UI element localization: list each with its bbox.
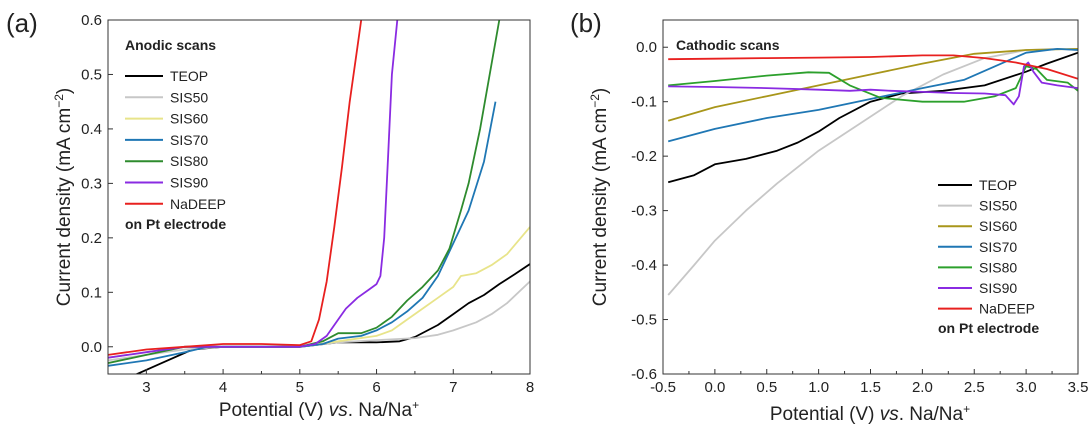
y-tick-label: -0.1 (631, 94, 657, 111)
y-tick-label: -0.5 (631, 312, 657, 329)
y-tick-label: 0.5 (81, 66, 102, 83)
series-line-teop (667, 51, 1078, 184)
legend-label-nadeep: NaDEEP (979, 301, 1035, 317)
panel-b-axes: -0.5 0.0 0.5 1.0 1.5 2.0 2.5 3.0 3.5 0.0 -0.1 -0.2 -… (631, 39, 1088, 396)
x-tick-label: 1.0 (808, 379, 829, 396)
panel-a-chart: (a) 3 4 5 6 7 8 0.0 0.1 0.2 0.3 0.4 0.5 0.6 Anodic s… (6, 8, 534, 421)
legend-note: on Pt electrode (938, 320, 1039, 336)
y-tick-label: -0.2 (631, 148, 657, 165)
legend-label-teop: TEOP (170, 68, 208, 84)
series-line-sis80 (108, 20, 501, 364)
y-tick-label: 0.0 (81, 339, 102, 356)
y-tick-label: 0.1 (81, 284, 102, 301)
legend-label-sis50: SIS50 (170, 89, 208, 105)
legend-label-sis60: SIS60 (170, 111, 208, 127)
series-line-sis60 (667, 48, 1078, 122)
series-line-sis70 (667, 48, 1078, 143)
legend-label-sis80: SIS80 (170, 153, 208, 169)
panel-b-chart: (b) -0.5 0.0 0.5 1.0 1.5 2.0 2.5 3.0 3.50.0-0.1-… (570, 8, 1088, 425)
legend-label-sis70: SIS70 (170, 132, 208, 148)
legend-label-sis60: SIS60 (979, 218, 1017, 234)
legend-label-sis50: SIS50 (979, 198, 1017, 214)
x-tick-label: -0.5 (650, 379, 676, 396)
series-line-sis90 (668, 61, 1078, 106)
panel-a-label: (a) (6, 8, 38, 38)
x-tick-label: 0.0 (704, 379, 725, 396)
legend-note: on Pt electrode (125, 216, 226, 232)
legend-label-sis70: SIS70 (979, 239, 1017, 255)
series-line-teop (134, 263, 530, 374)
panel-a-plot-area (108, 20, 530, 374)
panel-a-legend: TEOP SIS50 SIS60 SIS70 SIS80 SIS90 NaDEEP on Pt… (125, 68, 226, 232)
y-tick-label: 0.0 (636, 39, 657, 56)
panel-b-label: (b) (570, 8, 602, 38)
panel-b-annotation: Cathodic scans (676, 37, 780, 53)
x-tick-label: 0.5 (756, 379, 777, 396)
x-tick-label: 3.0 (1016, 379, 1037, 396)
series-line-sis90 (108, 20, 399, 359)
panel-b-y-axis-title: Current density (mA cm−2) (588, 88, 611, 307)
y-tick-label: 0.2 (81, 230, 102, 247)
series-line-sis60 (108, 226, 530, 359)
series-line-nadeep (668, 54, 1078, 80)
panel-b-x-axis-title: Potential (V) vs. Na/Na+ (770, 402, 970, 425)
panel-a-axes: 3 4 5 6 7 8 0.0 0.1 0.2 0.3 0.4 0.5 0.6 (81, 12, 534, 396)
y-tick-label: 0.3 (81, 175, 102, 192)
panel-a-annotation: Anodic scans (125, 37, 216, 53)
series-line-sis80 (668, 65, 1078, 103)
panel-a-plot-frame (107, 19, 531, 375)
legend-label-sis90: SIS90 (170, 175, 208, 191)
legend-label-nadeep: NaDEEP (170, 196, 226, 212)
legend-label-sis90: SIS90 (979, 280, 1017, 296)
panel-b-plot-area (667, 48, 1078, 296)
x-tick-label: 8 (526, 379, 534, 396)
series-line-sis70 (108, 101, 497, 367)
x-tick-label: 3.5 (1068, 379, 1089, 396)
x-tick-label: 7 (449, 379, 457, 396)
panel-b-legend: TEOP SIS50 SIS60 SIS70 SIS80 SIS90 NaDEEP on Pt… (938, 177, 1039, 336)
legend-label-teop: TEOP (979, 177, 1017, 193)
y-tick-label: 0.6 (81, 12, 102, 29)
legend-label-sis80: SIS80 (979, 259, 1017, 275)
x-tick-label: 6 (372, 379, 380, 396)
y-tick-label: 0.4 (81, 121, 102, 138)
y-tick-label: -0.3 (631, 203, 657, 220)
x-tick-label: 2.5 (964, 379, 985, 396)
series-line-nadeep (108, 20, 363, 356)
x-tick-label: 1.5 (860, 379, 881, 396)
panel-a-x-axis-title: Potential (V) vs. Na/Na+ (219, 398, 419, 421)
x-tick-label: 2.0 (912, 379, 933, 396)
panel-a-y-axis-title: Current density (mA cm−2) (52, 88, 75, 307)
x-tick-label: 5 (296, 379, 304, 396)
x-tick-label: 3 (142, 379, 150, 396)
y-tick-label: -0.4 (631, 257, 657, 274)
y-tick-label: -0.6 (631, 366, 657, 383)
x-tick-label: 4 (219, 379, 227, 396)
